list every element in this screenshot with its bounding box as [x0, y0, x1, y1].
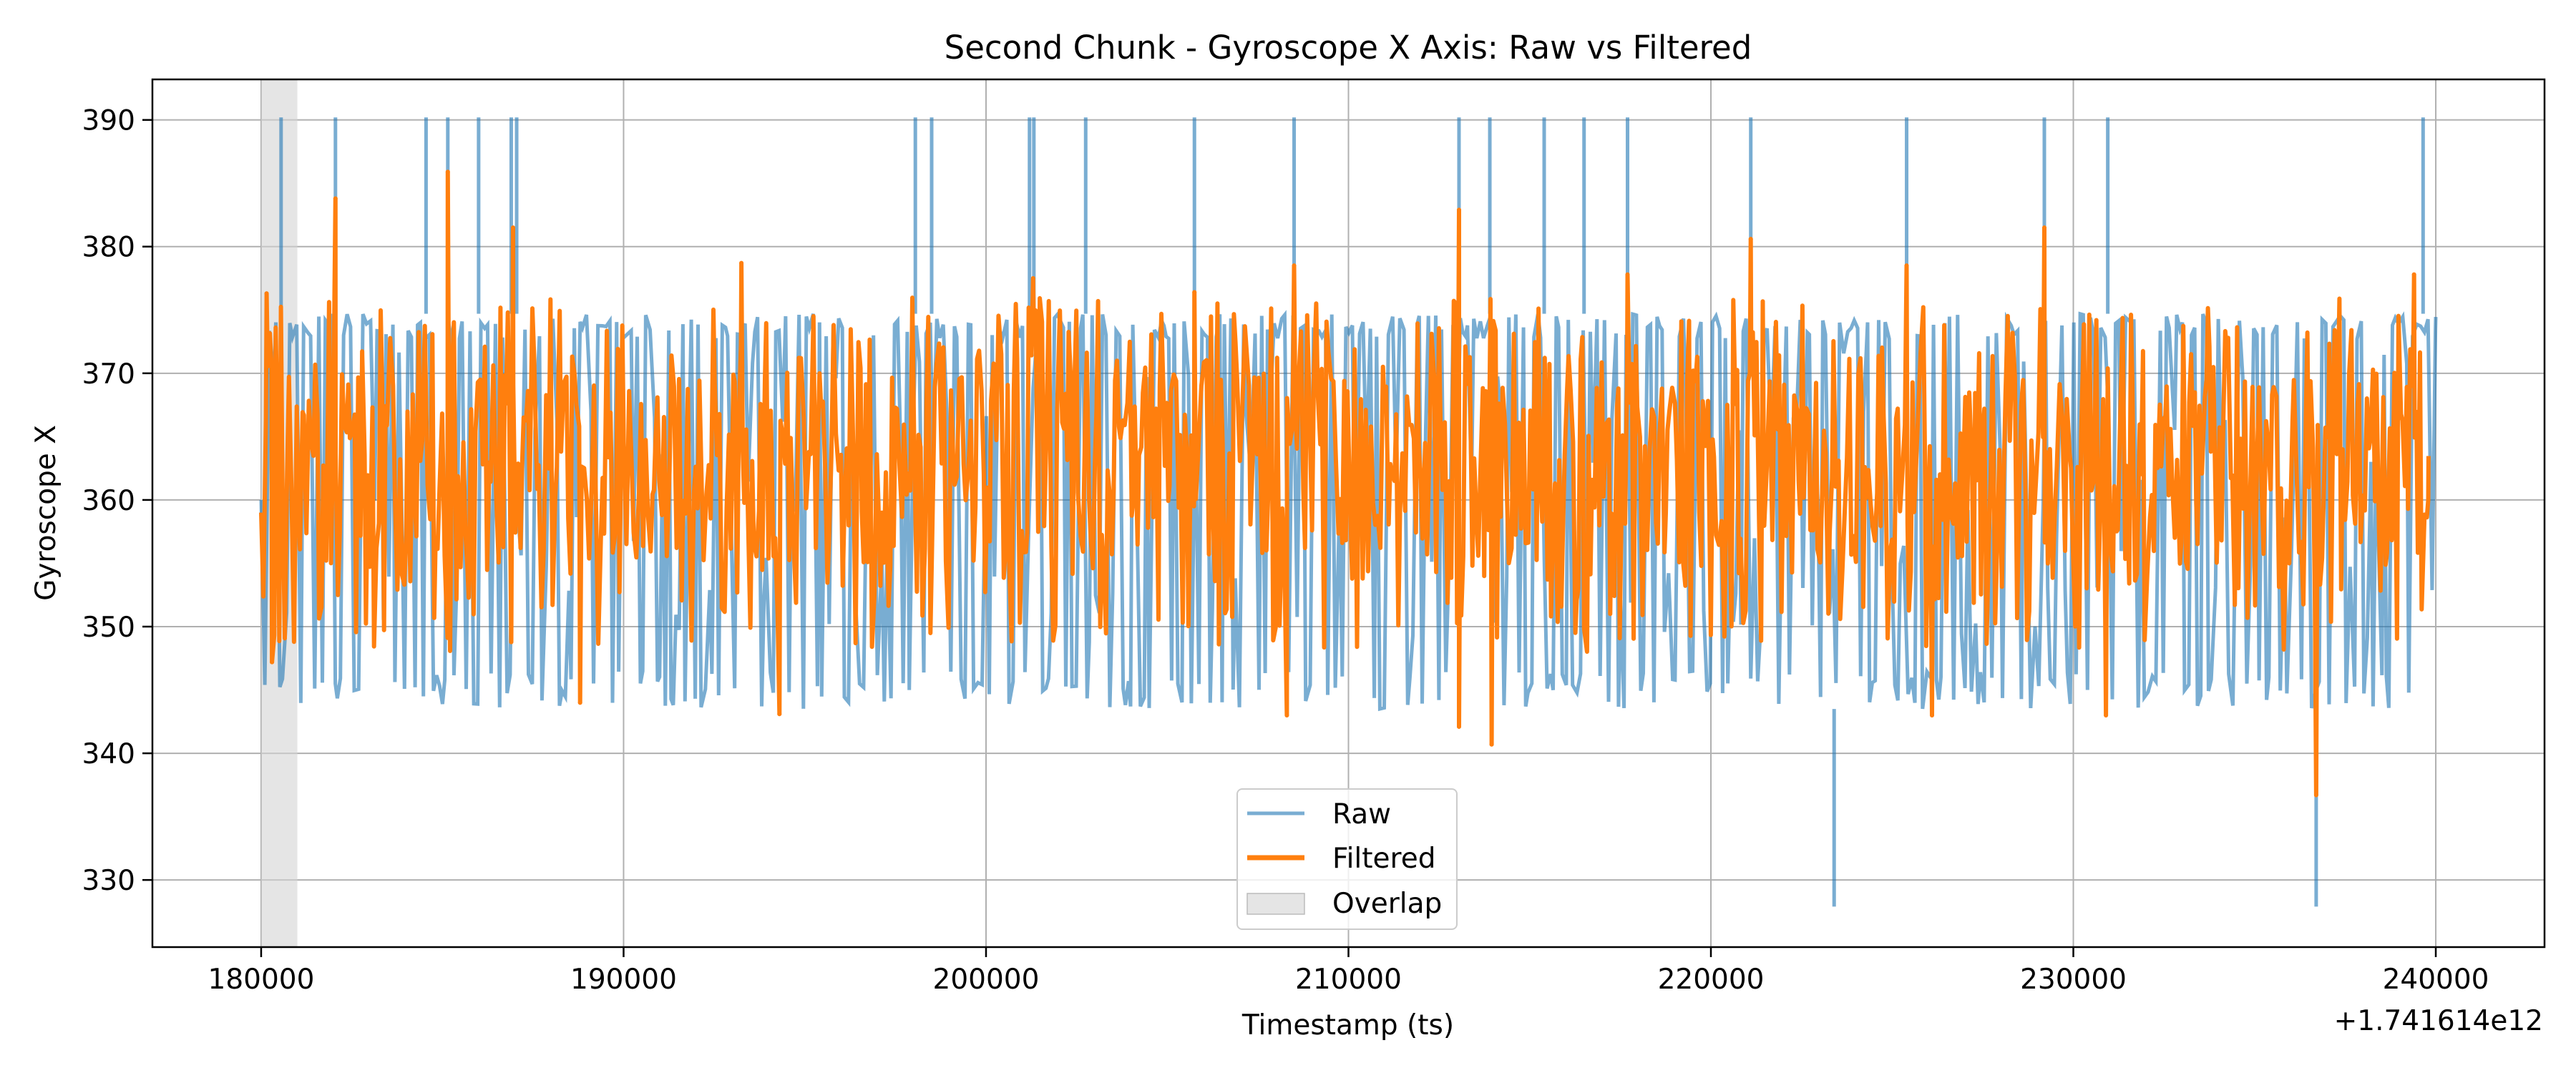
filtered-extreme-point	[1904, 263, 1909, 268]
filtered-extreme-point	[1748, 237, 1753, 242]
filtered-series	[259, 170, 2431, 798]
y-tick-label: 360	[82, 485, 135, 517]
filtered-extreme-point	[445, 170, 450, 175]
filtered-extreme-point	[1456, 207, 1461, 212]
x-axis-offset-label: +1.741614e12	[2334, 1005, 2543, 1037]
filtered-extreme-point	[1292, 263, 1297, 268]
filtered-extreme-point	[270, 660, 275, 665]
x-tick-label: 210000	[1295, 964, 1402, 996]
filtered-extreme-point	[510, 225, 515, 230]
legend: Raw Filtered Overlap	[1236, 788, 1458, 930]
x-tick-label: 240000	[2383, 964, 2489, 996]
legend-filtered-label: Filtered	[1332, 843, 1435, 875]
filtered-extreme-point	[1456, 724, 1461, 729]
filtered-extreme-point	[577, 700, 582, 705]
x-tick-label: 220000	[1658, 964, 1765, 996]
y-tick-label: 330	[82, 865, 135, 897]
y-axis-label: Gyroscope X	[30, 425, 62, 601]
x-tick-label: 190000	[570, 964, 677, 996]
filtered-extreme-point	[1489, 742, 1494, 747]
filtered-extreme-point	[1030, 276, 1035, 281]
filtered-extreme-point	[2411, 272, 2416, 277]
chart-title: Second Chunk - Gyroscope X Axis: Raw vs …	[945, 29, 1752, 67]
filtered-extreme-point	[264, 291, 269, 296]
y-tick-label: 350	[82, 612, 135, 644]
axes: 180000 190000 200000 210000 220000 230000 2400…	[82, 105, 2489, 996]
filtered-extreme-point	[2104, 712, 2109, 717]
y-tick-label: 390	[82, 105, 135, 137]
y-tick-label: 340	[82, 738, 135, 770]
y-tick-label: 370	[82, 358, 135, 391]
filtered-extreme-point	[777, 712, 782, 717]
x-tick-label: 230000	[2020, 964, 2127, 996]
legend-raw-label: Raw	[1332, 798, 1391, 831]
legend-overlap-label: Overlap	[1332, 888, 1442, 920]
filtered-extreme-point	[2042, 225, 2047, 230]
filtered-line	[259, 170, 2431, 798]
filtered-extreme-point	[739, 260, 744, 265]
x-tick-label: 200000	[933, 964, 1040, 996]
filtered-extreme-point	[1929, 712, 1934, 717]
y-tick-label: 380	[82, 232, 135, 264]
legend-overlap-swatch	[1246, 893, 1305, 915]
filtered-extreme-point	[1284, 712, 1289, 717]
filtered-extreme-point	[2313, 793, 2318, 798]
filtered-extreme-point	[1192, 290, 1197, 295]
filtered-extreme-point	[333, 196, 338, 201]
filtered-extreme-point	[1625, 272, 1630, 277]
x-tick-label: 180000	[208, 964, 315, 996]
x-axis-label: Timestamp (ts)	[1241, 1009, 1454, 1042]
